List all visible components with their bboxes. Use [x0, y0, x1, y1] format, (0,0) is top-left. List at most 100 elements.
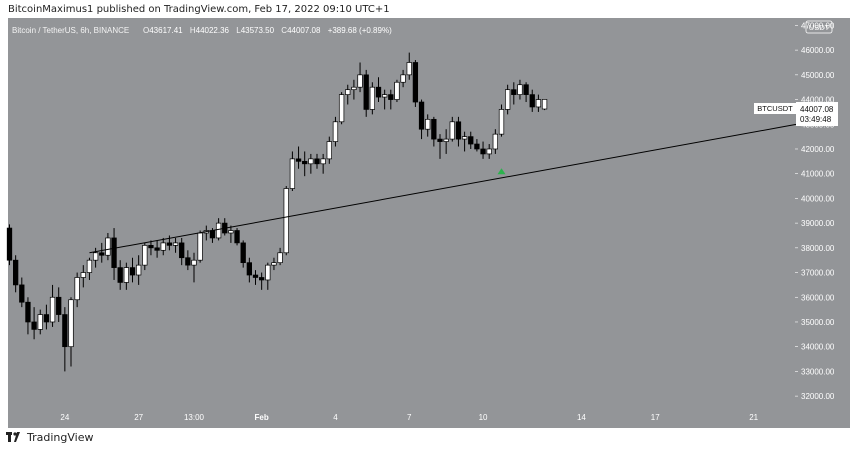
candle-body	[492, 133, 498, 150]
candle-body	[117, 267, 123, 283]
close-value: 44007.08	[287, 26, 321, 35]
price-tag: BTCUSDT 44007.08 03:49:48	[754, 102, 838, 126]
candle-body	[185, 257, 191, 266]
candle-body	[425, 118, 431, 130]
candle-body	[142, 245, 148, 266]
price-tick-label: 32000.00	[801, 392, 835, 401]
candle-body	[369, 86, 375, 110]
candle-body	[277, 252, 283, 264]
candle-body	[388, 94, 394, 100]
price-tick-label: 40000.00	[801, 194, 835, 203]
candle-body	[13, 259, 19, 286]
candle-body	[259, 277, 265, 281]
candle-body	[363, 74, 369, 110]
candle-body	[43, 314, 50, 323]
candle-body	[111, 237, 117, 268]
candle-body	[295, 158, 302, 162]
candle-body	[357, 74, 363, 88]
candle-body	[105, 237, 111, 256]
candle-body	[338, 94, 345, 123]
candle-body	[505, 89, 511, 110]
candle-body	[535, 99, 542, 108]
candle-body	[289, 158, 296, 189]
publish-caption: BitcoinMaximus1 published on TradingView…	[8, 4, 390, 15]
time-axis-background	[8, 406, 850, 428]
candle-body	[31, 321, 37, 330]
candle-body	[523, 84, 529, 95]
candle-body	[406, 62, 412, 76]
price-tick-label: 38000.00	[801, 244, 835, 253]
candle-body	[314, 158, 320, 165]
price-tick-label: 41000.00	[801, 170, 835, 179]
low-value: 43573.50	[241, 26, 275, 35]
ohlc-readout: O43617.41 H44022.36 L43573.50 C44007.08 …	[143, 26, 392, 35]
high-label: H	[190, 26, 196, 35]
candle-body	[511, 89, 517, 95]
candle-body	[197, 232, 203, 261]
candle-body	[474, 143, 480, 150]
candle-body	[283, 188, 289, 254]
candle-body	[215, 222, 222, 239]
currency-badge[interactable]	[805, 20, 833, 34]
candle-body	[375, 86, 382, 98]
footer-brand: TradingView	[27, 430, 94, 444]
candle-body	[136, 264, 142, 276]
currency-label: USDT	[809, 23, 830, 32]
last-price-tag	[796, 102, 838, 126]
last-price-value: 44007.08	[800, 105, 834, 114]
plot-background	[8, 18, 795, 406]
candle-body	[332, 121, 339, 142]
candle-body	[382, 94, 388, 98]
time-tick-label: 4	[333, 413, 338, 422]
candle-body	[37, 314, 43, 330]
candle-body	[99, 252, 105, 256]
price-tick-label: 42000.00	[801, 145, 835, 154]
candle-body	[437, 138, 443, 142]
price-tick-label: 47000.00	[801, 21, 835, 30]
low-label: L	[236, 26, 241, 35]
candle-body	[449, 121, 455, 140]
symbol-tag-label: BTCUSDT	[757, 104, 793, 113]
symbol-name[interactable]: Bitcoin / TetherUS, 6h, BINANCE	[12, 26, 129, 35]
candle-body	[228, 230, 234, 234]
candle-body	[56, 296, 62, 315]
candle-body	[480, 148, 486, 155]
price-tick-label: 39000.00	[801, 219, 835, 228]
candle-body	[148, 245, 154, 249]
bar-countdown: 03:49:48	[800, 115, 832, 124]
price-axis-background	[795, 18, 850, 406]
candle-body	[418, 101, 425, 130]
candle-body	[49, 296, 56, 323]
candle-body	[326, 141, 332, 160]
candle-body	[62, 314, 68, 348]
high-value: 44022.36	[196, 26, 230, 35]
candle-body	[529, 94, 535, 108]
candle-body	[209, 230, 216, 239]
time-tick-label: 17	[651, 413, 660, 422]
time-tick-label: 14	[577, 413, 586, 422]
change-value: +389.68 (+0.89%)	[328, 26, 392, 35]
candle-body	[302, 160, 308, 165]
candle-body	[240, 242, 246, 264]
candle-body	[6, 227, 13, 261]
price-tick-label: 46000.00	[801, 46, 835, 55]
close-label: C	[281, 26, 287, 35]
time-axis[interactable]: 24 27 13:00 Feb 4 7 10 14 17 21	[60, 413, 758, 422]
price-tick-label: 37000.00	[801, 269, 835, 278]
candle-body	[394, 81, 400, 100]
candle-body	[123, 267, 130, 283]
candle-body	[412, 62, 419, 103]
candle-body	[166, 242, 173, 246]
candle-body	[74, 277, 80, 301]
candle-body	[498, 109, 505, 135]
price-tick-label: 44000.00	[801, 96, 835, 105]
candle-body	[468, 136, 474, 145]
candle-body	[86, 259, 93, 273]
price-tick-label: 35000.00	[801, 318, 835, 327]
candle-body	[308, 158, 314, 165]
time-tick-label: 24	[60, 413, 69, 422]
open-label: O	[143, 26, 149, 35]
candle-body	[271, 262, 277, 266]
time-tick-label: Feb	[255, 413, 269, 422]
